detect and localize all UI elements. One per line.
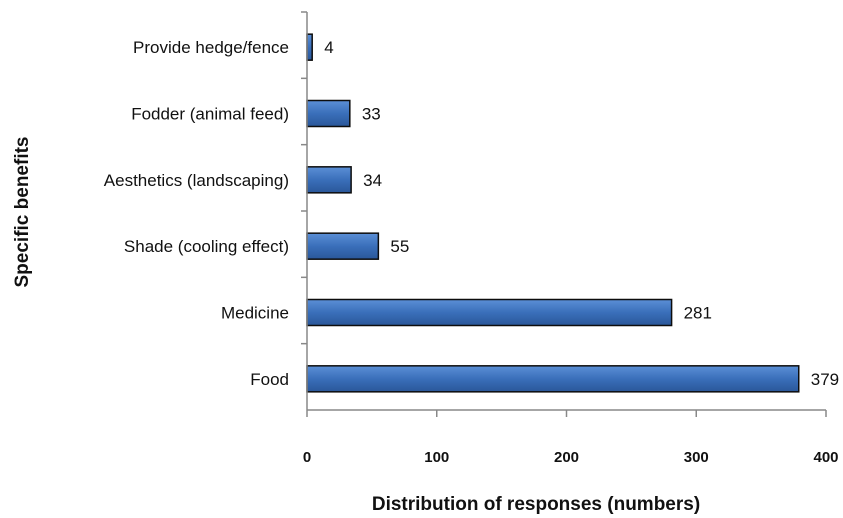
x-tick-label-200: 200 — [554, 449, 579, 466]
bar-aesthetics-landscaping — [306, 166, 352, 194]
category-label-aesthetics-landscaping: Aesthetics (landscaping) — [104, 171, 289, 190]
x-tick-label-0: 0 — [303, 449, 311, 466]
value-labels: 4 33 34 55 281 379 — [324, 38, 839, 389]
x-tick-label-400: 400 — [813, 449, 838, 466]
bar-fodder-animal-feed — [306, 99, 351, 128]
bar-shade-cooling-effect — [306, 232, 380, 260]
x-tick-label-100: 100 — [424, 449, 449, 466]
x-tick-label-300: 300 — [684, 449, 709, 466]
bar-food — [306, 365, 800, 393]
value-label-food: 379 — [811, 370, 839, 389]
category-label-provide-hedge-fence: Provide hedge/fence — [133, 38, 289, 57]
category-label-fodder-animal-feed: Fodder (animal feed) — [131, 105, 289, 124]
value-label-aesthetics-landscaping: 34 — [363, 171, 382, 190]
value-label-fodder-animal-feed: 33 — [362, 105, 381, 124]
x-axis-title: Distribution of responses (numbers) — [372, 494, 700, 515]
category-label-medicine: Medicine — [221, 304, 289, 323]
category-label-shade-cooling-effect: Shade (cooling effect) — [124, 237, 289, 256]
x-axis-ticks: 0 100 200 300 400 — [301, 11, 839, 466]
bars-group — [306, 33, 800, 393]
bar-provide-hedge-fence — [306, 33, 313, 61]
y-axis-title: Specific benefits — [12, 137, 33, 288]
category-labels: Provide hedge/fence Fodder (animal feed) A… — [104, 38, 289, 389]
value-label-shade-cooling-effect: 55 — [390, 237, 409, 256]
value-label-provide-hedge-fence: 4 — [324, 38, 333, 57]
bar-medicine — [306, 298, 673, 327]
category-label-food: Food — [250, 370, 289, 389]
value-label-medicine: 281 — [684, 304, 712, 323]
